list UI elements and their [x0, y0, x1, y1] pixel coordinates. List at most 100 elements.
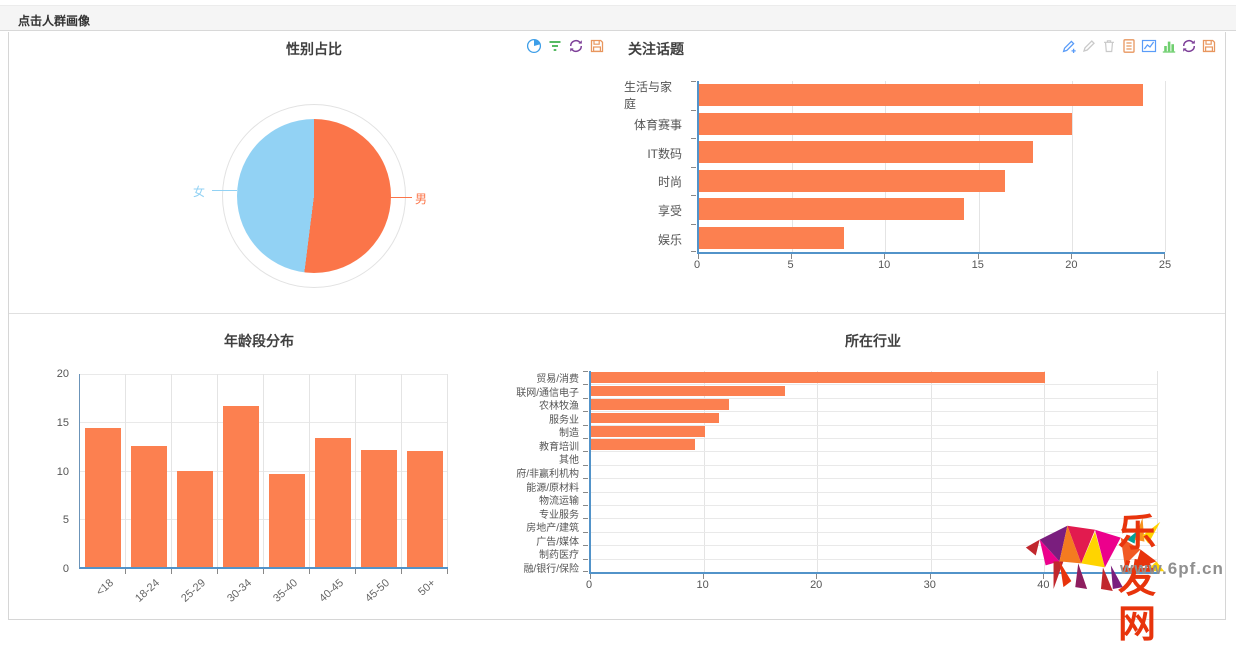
pencil-add-icon[interactable]: [1061, 38, 1077, 54]
category-label: 房地产/建筑: [526, 523, 579, 535]
pie-chart-icon[interactable]: [526, 38, 542, 54]
tick-mark: [590, 574, 591, 579]
axis-tick-label: 0: [585, 579, 593, 591]
bar-topics-2[interactable]: [699, 141, 1033, 164]
bar-industry-2[interactable]: [591, 399, 730, 410]
gender-chart-title: 性别占比: [286, 41, 342, 57]
tick-mark: [583, 384, 588, 386]
tick-mark: [447, 569, 448, 574]
bar-age-0[interactable]: [84, 428, 122, 567]
gridline: [978, 81, 980, 252]
bar-topics-1[interactable]: [699, 112, 1072, 135]
tick-mark: [583, 424, 588, 426]
industry-category-axis: 贸易/消费 联网/通信电子 农林牧渔 服务业 制造 教育培训 其他 府/非赢利机构 能源/原材料…: [509, 371, 585, 574]
bar-topics-0[interactable]: [699, 84, 1143, 107]
tick-mark: [583, 371, 588, 372]
topics-category-axis: 生活与家庭 体育赛事 IT数码 时尚 享受 娱乐: [624, 80, 690, 254]
axis-tick-label: 10: [696, 579, 709, 591]
refresh-icon[interactable]: [1181, 38, 1197, 54]
gridline: [591, 518, 1157, 520]
save-icon[interactable]: [1201, 38, 1217, 54]
axis-tick-label: 15: [56, 416, 69, 429]
tick-mark: [583, 571, 588, 572]
bar-topics-5[interactable]: [699, 226, 845, 249]
bar-topics-4[interactable]: [699, 198, 964, 221]
category-label: 30-34: [225, 577, 254, 605]
age-plot-area: [79, 374, 448, 574]
save-icon[interactable]: [589, 38, 605, 54]
axis-tick-label: 10: [878, 259, 891, 271]
gridline: [817, 371, 819, 572]
trash-icon[interactable]: [1101, 38, 1117, 54]
gridline: [80, 374, 448, 375]
category-label: 25-29: [178, 577, 208, 605]
tick-mark: [583, 397, 588, 399]
gridline: [930, 371, 932, 572]
bar-age-4[interactable]: [268, 474, 306, 567]
tick-mark: [583, 491, 588, 493]
age-bar-chart: 0 5 10 15 20 <18 18-24 25-29 30-34 35-40 40-45 45-…: [49, 368, 469, 609]
category-label: 融/银行/保险: [523, 563, 579, 575]
tick-mark: [698, 254, 699, 259]
category-label: 45-50: [363, 577, 393, 605]
tick-mark: [583, 545, 588, 547]
pie-callout-line-male: [389, 197, 412, 198]
bar-age-5[interactable]: [314, 437, 352, 567]
refresh-icon[interactable]: [568, 38, 584, 54]
category-label: 专业服务: [539, 509, 579, 521]
gridline: [447, 374, 448, 567]
tick-mark: [217, 569, 218, 574]
axis-tick-label: 5: [787, 259, 794, 271]
tick-mark: [691, 81, 696, 82]
document-icon[interactable]: [1121, 38, 1137, 54]
gridline: [591, 384, 1157, 386]
axis-tick-label: 15: [971, 259, 984, 271]
filter-icon[interactable]: [547, 38, 563, 54]
axis-tick-label: 40: [1037, 579, 1050, 591]
axis-tick-label: 20: [810, 579, 823, 591]
gridline: [792, 81, 794, 252]
category-label: 40-45: [317, 577, 347, 605]
tick-mark: [703, 574, 705, 579]
axis-tick-label: 10: [56, 465, 69, 478]
topics-x-axis: 0 5 10 15 20 25: [694, 259, 1171, 273]
gridline: [80, 470, 448, 472]
bar-age-6[interactable]: [360, 450, 398, 567]
bar-age-1[interactable]: [130, 446, 168, 567]
bar-industry-4[interactable]: [591, 426, 706, 437]
bar-topics-3[interactable]: [699, 169, 1005, 192]
bar-industry-5[interactable]: [591, 439, 696, 450]
gridline: [591, 491, 1157, 493]
age-chart-title: 年龄段分布: [224, 333, 294, 349]
bar-age-2[interactable]: [176, 471, 214, 567]
bar-industry-1[interactable]: [591, 385, 785, 397]
pie-label-male: 男: [415, 192, 428, 206]
line-chart-icon[interactable]: [1141, 38, 1157, 54]
gridline: [591, 464, 1157, 466]
gender-pie[interactable]: [237, 119, 391, 273]
tick-mark: [171, 569, 172, 574]
topics-bar-chart: 生活与家庭 体育赛事 IT数码 时尚 享受 娱乐 0 5 10 15 20 25: [624, 80, 1171, 281]
bar-age-3[interactable]: [222, 405, 260, 567]
tick-mark: [583, 437, 588, 439]
pencil-icon[interactable]: [1081, 38, 1097, 54]
age-x-axis: <18 18-24 25-29 30-34 35-40 40-45 45-50 50+: [79, 571, 448, 605]
tick-mark: [691, 223, 696, 225]
tick-mark: [816, 574, 818, 579]
gridline: [401, 374, 402, 567]
bar-chart-icon[interactable]: [1161, 38, 1177, 54]
industry-plot-area: [583, 371, 1158, 579]
bar-age-7[interactable]: [406, 451, 444, 567]
age-y-axis: 0 5 10 15 20: [49, 368, 75, 575]
gridline: [125, 374, 126, 567]
bar-industry-0[interactable]: [591, 372, 1045, 383]
category-label: 物流运输: [539, 496, 579, 508]
gridline: [591, 531, 1157, 533]
tick-mark: [355, 569, 356, 574]
page-title: 点击人群画像: [18, 14, 91, 28]
tick-mark: [791, 254, 793, 259]
gridline: [171, 374, 172, 567]
topics-chart-title: 关注话题: [628, 41, 684, 57]
category-label: 其他: [559, 455, 579, 467]
bar-industry-3[interactable]: [591, 412, 719, 424]
